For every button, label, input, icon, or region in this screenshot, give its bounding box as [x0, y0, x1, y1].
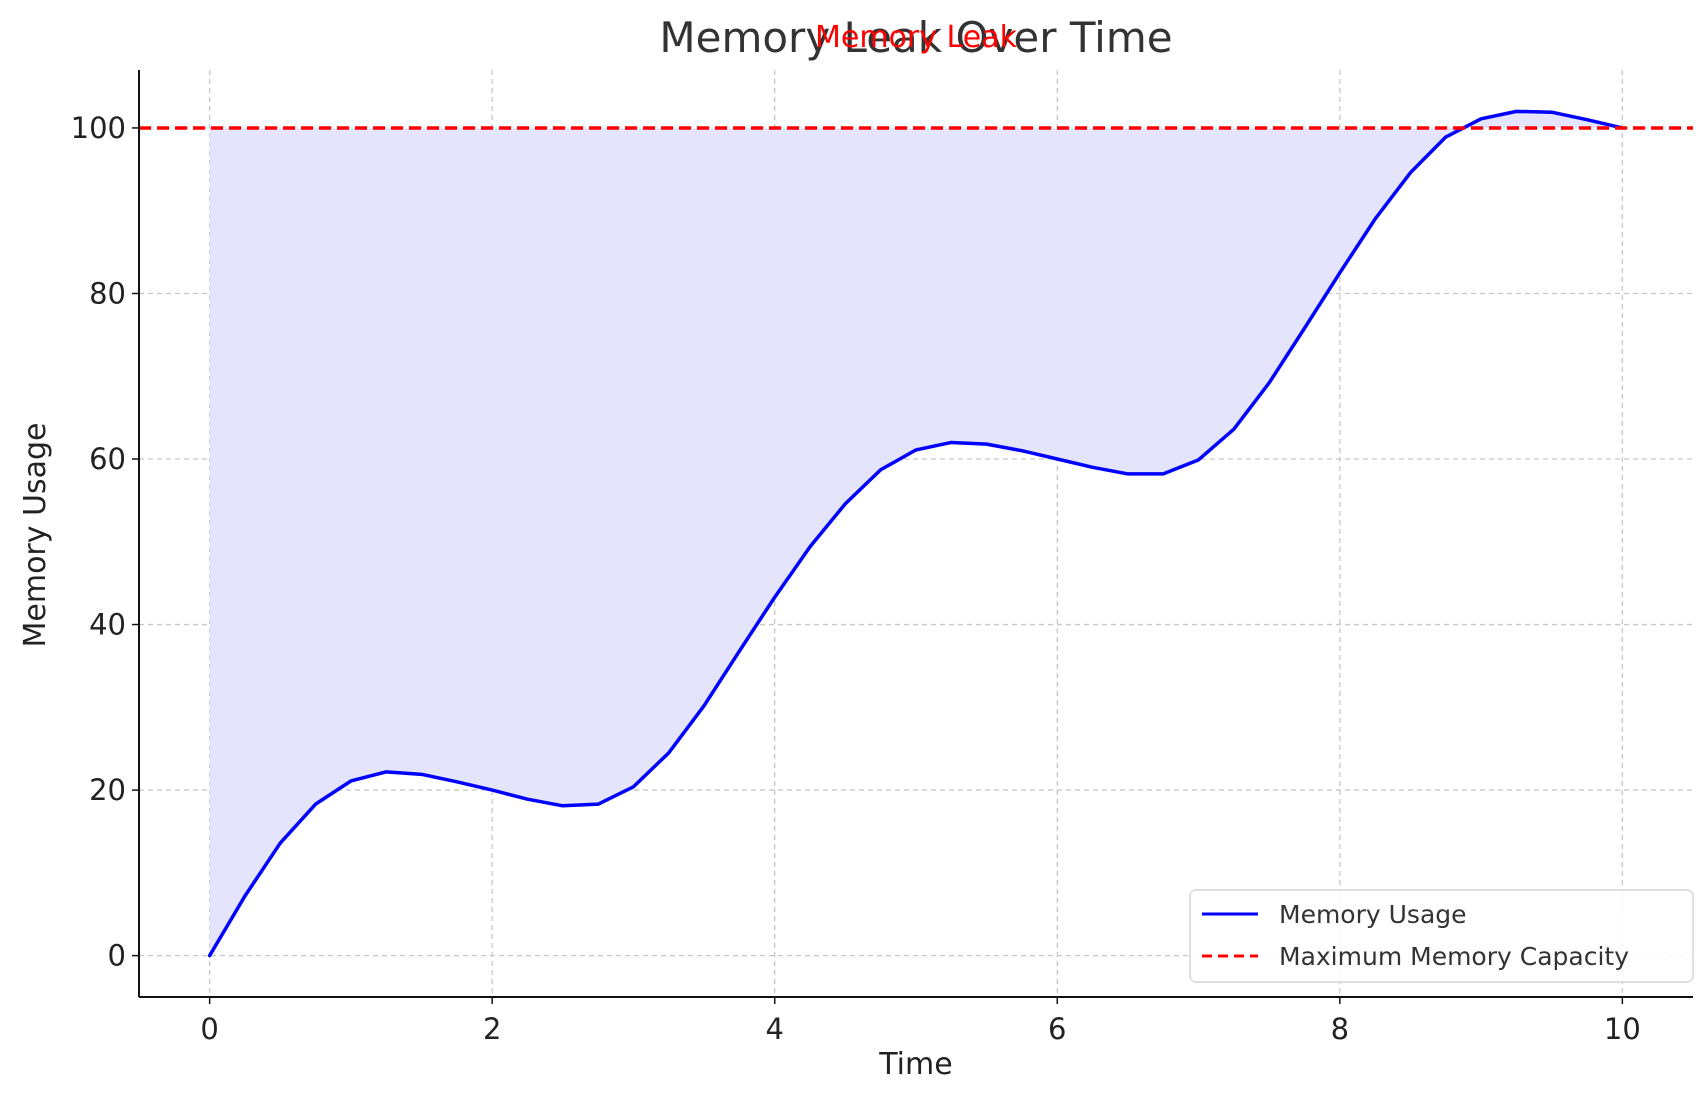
y-tick-label-40: 40 [89, 608, 126, 642]
x-tick-label-0: 0 [200, 1012, 218, 1046]
y-tick-label-0: 0 [108, 939, 126, 973]
chart-title: Memory Leak Over Time [659, 13, 1172, 62]
memory-usage-line [207, 109, 1625, 958]
memory-usage-fill-area [209, 111, 1623, 956]
line-layer [139, 109, 1693, 958]
y-tick-label-20: 20 [89, 773, 126, 807]
y-axis-title: Memory Usage [18, 422, 53, 647]
x-tick-label-4: 4 [766, 1012, 784, 1046]
x-tick-label-2: 2 [483, 1012, 501, 1046]
x-tick-label-8: 8 [1331, 1012, 1349, 1046]
text-layer: Memory Leak Over Time Time Memory Usage … [18, 13, 1173, 1082]
x-axis-title: Time [878, 1047, 952, 1082]
legend-label-memory-usage: Memory Usage [1279, 900, 1467, 929]
y-tick-label-60: 60 [89, 442, 126, 476]
x-tick-label-6: 6 [1048, 1012, 1066, 1046]
legend-label-max-capacity: Maximum Memory Capacity [1279, 942, 1629, 971]
y-tick-label-80: 80 [89, 276, 126, 310]
y-tick-label-100: 100 [71, 111, 126, 145]
fill-layer [209, 111, 1623, 956]
x-tick-label-10: 10 [1604, 1012, 1641, 1046]
legend: Memory Usage Maximum Memory Capacity [1189, 889, 1694, 983]
legend-box [1189, 889, 1694, 983]
annotation-memory-leak: Memory Leak [815, 20, 1018, 55]
